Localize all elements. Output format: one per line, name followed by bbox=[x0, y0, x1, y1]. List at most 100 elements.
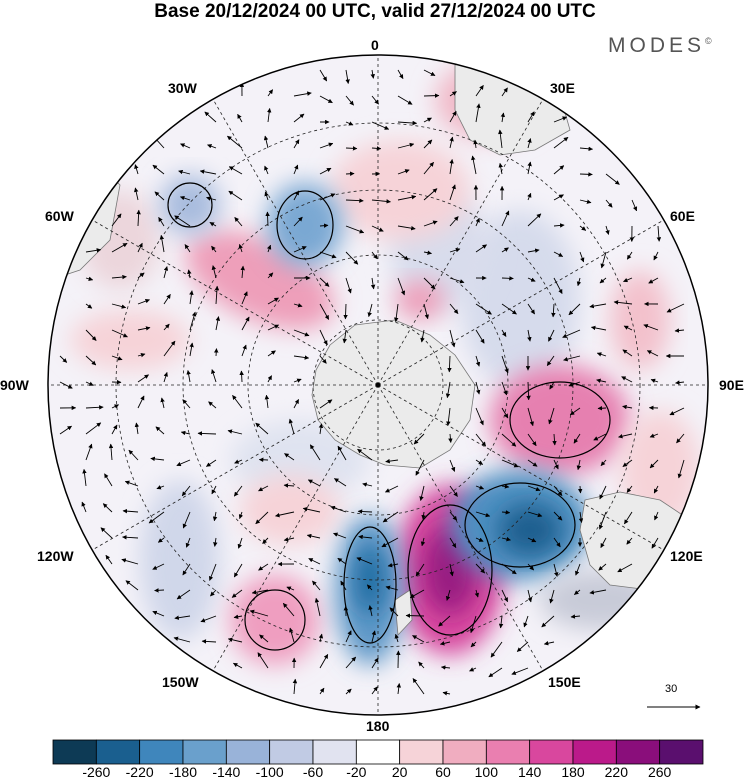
colorbar-tick-label: 60 bbox=[435, 764, 451, 780]
wind-arrow bbox=[656, 225, 662, 242]
colorbar-swatch bbox=[399, 739, 444, 765]
wind-arrow bbox=[293, 216, 303, 227]
wind-arrow bbox=[154, 588, 165, 593]
lon-label-90w: 90W bbox=[0, 377, 29, 393]
wind-arrow bbox=[334, 478, 347, 487]
wind-arrow bbox=[345, 198, 364, 203]
wind-arrow bbox=[85, 355, 97, 366]
lon-label-60w: 60W bbox=[45, 208, 74, 224]
wind-arrow bbox=[345, 656, 357, 669]
wind-arrow bbox=[674, 328, 685, 333]
wind-arrow bbox=[548, 407, 555, 425]
wind-arrow bbox=[85, 303, 93, 309]
wind-arrow bbox=[214, 285, 220, 305]
lon-label-120w: 120W bbox=[37, 548, 74, 564]
wind-arrow bbox=[527, 213, 542, 227]
wind-arrow bbox=[201, 639, 217, 644]
wind-arrow bbox=[475, 85, 484, 97]
colorbar-swatch bbox=[615, 739, 661, 765]
wind-arrow bbox=[475, 433, 487, 447]
meridian-line bbox=[377, 99, 544, 386]
meridian-line bbox=[377, 219, 664, 386]
wind-arrow bbox=[413, 433, 425, 445]
map-disc bbox=[48, 55, 708, 715]
colorbar-tick-label: 260 bbox=[647, 764, 672, 780]
wind-arrow bbox=[187, 269, 192, 279]
wind-arrow bbox=[227, 135, 243, 149]
wind-arrow bbox=[563, 355, 581, 362]
wind-arrow bbox=[137, 326, 151, 331]
wind-arrow bbox=[574, 589, 581, 595]
map-title: Base 20/12/2024 00 UTC, valid 27/12/2024… bbox=[154, 1, 596, 22]
wind-arrow bbox=[523, 615, 529, 628]
wind-arrow bbox=[293, 378, 302, 383]
wind-arrow bbox=[134, 164, 139, 175]
wind-arrow bbox=[553, 223, 565, 228]
wind-arrow bbox=[319, 355, 327, 364]
wind-arrow bbox=[409, 589, 425, 599]
wind-arrow bbox=[397, 225, 416, 231]
wind-arrow bbox=[446, 407, 451, 426]
wind-arrow bbox=[527, 589, 533, 603]
wind-arrow bbox=[501, 87, 508, 97]
wind-arrow bbox=[176, 589, 191, 600]
wind-arrow bbox=[626, 485, 633, 493]
wind-arrow bbox=[553, 537, 561, 548]
wind-arrow bbox=[319, 95, 333, 104]
wind-arrow bbox=[423, 161, 434, 175]
wind-arrow bbox=[255, 511, 269, 525]
wind-arrow bbox=[208, 563, 217, 581]
wind-arrow bbox=[397, 194, 417, 201]
wind-arrow bbox=[263, 135, 269, 149]
wind-arrow bbox=[501, 276, 514, 281]
wind-arrow bbox=[397, 142, 415, 149]
wind-arrow bbox=[527, 563, 535, 571]
wind-arrow bbox=[134, 422, 140, 435]
wind-arrow bbox=[283, 483, 295, 488]
wind-arrow bbox=[405, 613, 425, 618]
wind-arrow bbox=[501, 210, 510, 227]
wind-arrow bbox=[501, 536, 511, 542]
wind-arrow bbox=[345, 146, 358, 151]
wind-arrow bbox=[389, 607, 399, 617]
wind-arrow bbox=[415, 563, 425, 577]
wind-arrow bbox=[553, 563, 559, 577]
wind-arrow bbox=[675, 380, 685, 385]
wind-arrow bbox=[233, 563, 243, 578]
wind-arrow bbox=[319, 69, 328, 82]
wind-arrow bbox=[233, 662, 243, 669]
wind-arrow bbox=[128, 449, 139, 461]
wind-arrow bbox=[137, 242, 143, 253]
wind-arrow bbox=[501, 303, 517, 315]
wind-arrow bbox=[367, 303, 373, 318]
wind-arrow bbox=[527, 511, 543, 518]
wind-arrow bbox=[293, 303, 303, 308]
wind-arrow bbox=[553, 136, 569, 149]
colorbar-tick-label: -100 bbox=[255, 764, 284, 780]
wind-arrow bbox=[292, 678, 298, 695]
wind-arrow bbox=[501, 459, 519, 468]
wind-arrow bbox=[397, 251, 409, 261]
lon-label-120e: 120E bbox=[670, 548, 703, 564]
wind-arrow bbox=[337, 557, 347, 565]
wind-arrow bbox=[258, 563, 269, 571]
wind-arrow bbox=[653, 251, 659, 261]
wind-arrow bbox=[562, 329, 581, 338]
wind-arrow bbox=[174, 615, 191, 620]
wind-arrow bbox=[648, 277, 659, 284]
wind-arrow bbox=[108, 443, 114, 461]
wind-arrow bbox=[309, 444, 321, 461]
wind-arrow bbox=[599, 277, 607, 284]
wind-arrow bbox=[319, 277, 330, 287]
wind-arrow bbox=[314, 597, 321, 617]
wind-arrow bbox=[211, 265, 217, 279]
wind-arrow bbox=[137, 352, 146, 358]
wind-arrow bbox=[546, 355, 555, 366]
wind-arrow bbox=[234, 217, 243, 227]
wind-arrow bbox=[475, 303, 492, 315]
wind-arrow bbox=[345, 277, 352, 294]
wind-arrow bbox=[238, 243, 243, 253]
wind-arrow bbox=[319, 303, 330, 320]
wind-arrow bbox=[82, 468, 87, 487]
wind-arrow bbox=[412, 635, 425, 643]
